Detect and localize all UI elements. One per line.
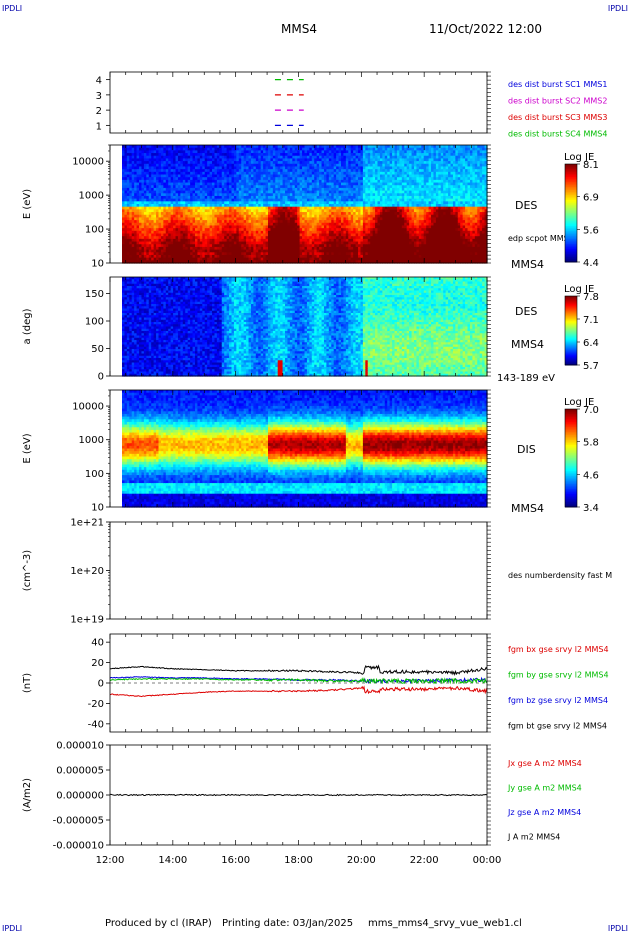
y-axis-label-des_energy: E (eV)	[22, 189, 33, 219]
burst-legend-entry: des dist burst SC3 MMS3	[508, 113, 607, 122]
panel-frame-burst	[110, 72, 487, 133]
y-tick-label: 3	[96, 91, 102, 102]
right-minor-ticks-burst	[487, 72, 491, 133]
y-tick-label: 2	[96, 106, 102, 117]
des-energy-spectrogram	[122, 145, 488, 264]
burst-legend-entry: des dist burst SC2 MMS2	[508, 97, 607, 106]
burst-legend-entry: des dist burst SC4 MMS4	[508, 130, 607, 139]
burst-legend-entry: des dist burst SC1 MMS1	[508, 80, 607, 89]
y-tick-label: 4	[96, 76, 102, 87]
y-tick-label: 1	[96, 121, 102, 132]
